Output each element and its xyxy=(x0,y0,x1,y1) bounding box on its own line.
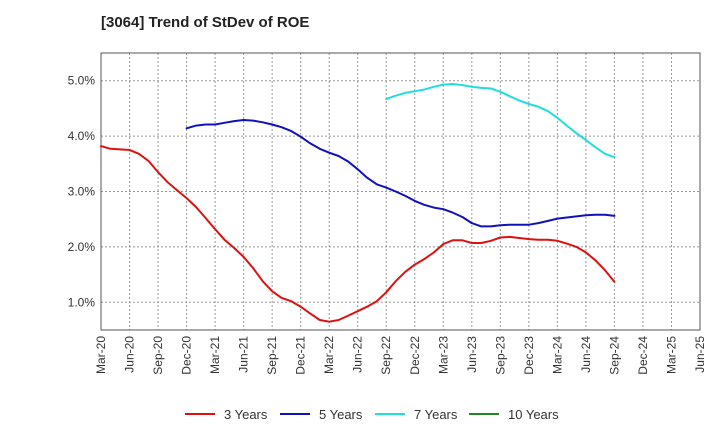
y-tick-label: 2.0% xyxy=(68,240,96,254)
x-tick-label: Sep-22 xyxy=(379,336,393,375)
x-tick-label: Mar-21 xyxy=(208,336,222,374)
series-lines xyxy=(100,83,616,323)
x-tick-label: Mar-23 xyxy=(436,336,450,374)
legend-label-3-years: 3 Years xyxy=(224,407,268,422)
x-tick-label: Dec-21 xyxy=(294,336,308,375)
legend-label-10-years: 10 Years xyxy=(508,407,559,422)
y-axis-ticks: 1.0% 2.0% 3.0% 4.0% 5.0% xyxy=(68,74,96,310)
x-tick-label: Jun-22 xyxy=(351,336,365,373)
series-line-3-years xyxy=(100,145,616,323)
x-tick-label: Jun-20 xyxy=(123,336,137,373)
x-axis-ticks: Mar-20 Jun-20 Sep-20 Dec-20 Mar-21 Jun-21 Sep-… xyxy=(94,336,707,375)
x-tick-label: Dec-20 xyxy=(180,336,194,375)
x-tick-label: Sep-23 xyxy=(493,336,507,375)
y-tick-label: 4.0% xyxy=(68,129,96,143)
y-tick-label: 5.0% xyxy=(68,74,96,88)
series-line-7-years xyxy=(385,83,616,159)
x-tick-label: Dec-24 xyxy=(636,336,650,375)
x-tick-label: Mar-20 xyxy=(94,336,108,374)
x-tick-label: Dec-22 xyxy=(408,336,422,375)
x-tick-label: Sep-20 xyxy=(151,336,165,375)
legend-label-7-years: 7 Years xyxy=(414,407,458,422)
x-tick-label: Mar-24 xyxy=(550,336,564,374)
y-tick-label: 1.0% xyxy=(68,295,96,309)
x-tick-label: Mar-22 xyxy=(322,336,336,374)
series-line-5-years xyxy=(185,119,616,228)
legend: 3 Years 5 Years 7 Years 10 Years xyxy=(185,407,559,422)
x-tick-label: Jun-23 xyxy=(465,336,479,373)
x-tick-label: Jun-21 xyxy=(237,336,251,373)
y-tick-label: 3.0% xyxy=(68,185,96,199)
x-tick-label: Dec-23 xyxy=(522,336,536,375)
x-tick-label: Jun-25 xyxy=(693,336,707,373)
chart-title: [3064] Trend of StDev of ROE xyxy=(101,14,310,31)
legend-label-5-years: 5 Years xyxy=(319,407,363,422)
plot-area xyxy=(100,52,701,331)
x-tick-label: Mar-25 xyxy=(664,336,678,374)
x-tick-label: Sep-24 xyxy=(607,336,621,375)
x-tick-label: Jun-24 xyxy=(579,336,593,373)
x-tick-label: Sep-21 xyxy=(265,336,279,375)
